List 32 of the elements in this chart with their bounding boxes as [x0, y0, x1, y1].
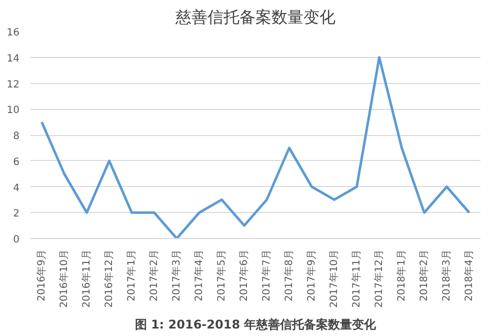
x-tick-label: 2017年6月 — [238, 250, 250, 302]
x-tick-label: 2017年2月 — [148, 250, 160, 302]
x-tick-label: 2017年3月 — [170, 250, 182, 302]
x-tick-label: 2018年2月 — [418, 250, 430, 302]
caption: 图 1: 2016-2018 年慈善信托备案数量变化 — [134, 318, 378, 332]
chart-title: 慈善信托备案数量变化 — [174, 8, 336, 26]
x-tick-label: 2017年9月 — [305, 250, 318, 302]
y-tick-label: 16 — [6, 28, 20, 38]
x-tick-label: 2017年5月 — [215, 250, 228, 302]
x-tick-label: 2016年9月 — [35, 250, 48, 302]
x-tick-label: 2017年12月 — [372, 249, 385, 308]
x-tick-label: 2016年12月 — [102, 249, 115, 308]
y-tick-label: 14 — [6, 53, 20, 64]
x-tick-label: 2017年10月 — [328, 249, 340, 308]
y-tick-label: 10 — [6, 105, 20, 116]
x-tick-label: 2017年7月 — [260, 250, 272, 302]
y-tick-label: 6 — [13, 156, 20, 168]
x-tick-label: 2017年1月 — [125, 250, 138, 302]
y-tick-label: 8 — [13, 131, 20, 142]
y-tick-label: 12 — [6, 79, 20, 90]
x-tick-label: 2018年4月 — [462, 250, 475, 302]
y-tick-label: 0 — [13, 234, 20, 246]
x-tick-label: 2018年3月 — [440, 250, 452, 302]
x-tick-label: 2017年4月 — [192, 250, 205, 302]
x-tick-label: 2018年1月 — [395, 250, 408, 302]
x-tick-label: 2017年8月 — [282, 250, 295, 302]
y-tick-label: 2 — [13, 208, 20, 220]
line-series — [40, 56, 470, 238]
y-tick-label: 4 — [13, 182, 20, 194]
x-tick-label: 2017年11月 — [350, 249, 362, 308]
x-tick-label: 2016年10月 — [58, 249, 70, 308]
x-tick-label: 2016年11月 — [80, 249, 92, 308]
